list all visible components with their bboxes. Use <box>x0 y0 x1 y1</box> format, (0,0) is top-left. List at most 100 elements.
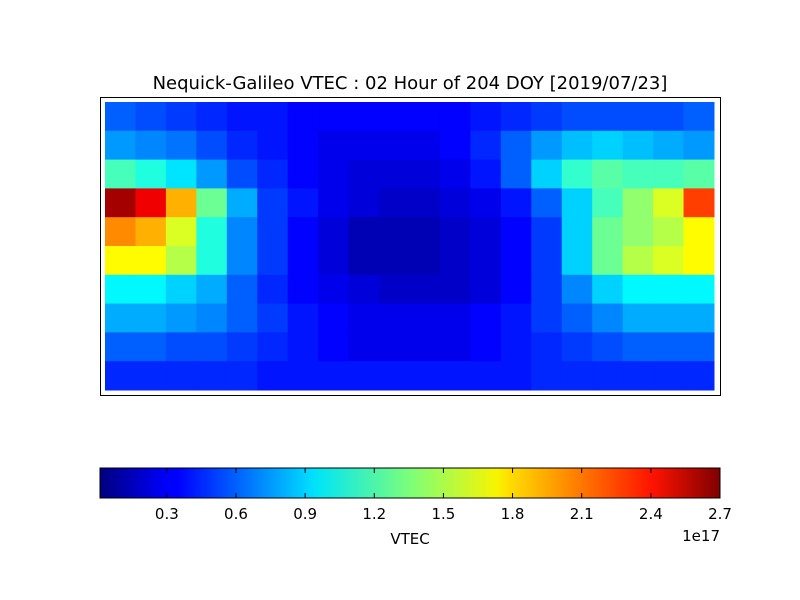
colorbar-offset: 1e17 <box>682 527 720 545</box>
heatmap-cell <box>348 217 380 247</box>
heatmap-cell <box>257 332 289 362</box>
heatmap-cell <box>500 102 532 132</box>
heatmap-cell <box>135 159 167 189</box>
heatmap-cell <box>379 361 410 391</box>
heatmap-cell <box>379 274 410 305</box>
heatmap-cell <box>135 361 167 391</box>
heatmap-cell <box>165 303 197 333</box>
heatmap-cell <box>196 274 228 305</box>
heatmap-cell <box>318 130 350 161</box>
colorbar-tick-label: 2.7 <box>708 505 732 523</box>
heatmap-cell <box>135 217 167 247</box>
heatmap-cell <box>409 159 441 189</box>
heatmap-cell <box>318 217 350 247</box>
heatmap-cell <box>409 102 441 132</box>
heatmap-cell <box>348 274 380 305</box>
heatmap-cell <box>196 159 228 189</box>
heatmap-cell <box>257 159 289 189</box>
heatmap-cell <box>409 332 441 362</box>
heatmap-cell <box>653 274 685 305</box>
heatmap-cell <box>409 130 441 161</box>
heatmap-cell <box>683 188 715 218</box>
heatmap-cell <box>561 246 593 276</box>
heatmap-cell <box>592 303 624 333</box>
heatmap-cell <box>409 246 441 276</box>
heatmap-cell <box>409 303 441 333</box>
heatmap-cell <box>653 102 685 132</box>
heatmap-cell <box>500 217 532 247</box>
heatmap-cell <box>226 159 258 189</box>
heatmap-cell <box>135 246 167 276</box>
heatmap-cell <box>653 303 685 333</box>
heatmap-cell <box>257 188 289 218</box>
heatmap-cell <box>379 217 410 247</box>
heatmap-cell <box>135 332 167 362</box>
heatmap-cell <box>531 332 563 362</box>
heatmap-cell <box>379 303 410 333</box>
heatmap-cell <box>439 102 471 132</box>
heatmap-cell <box>683 102 715 132</box>
heatmap-cell <box>592 188 624 218</box>
heatmap-cell <box>105 361 136 391</box>
heatmap-cell <box>592 361 624 391</box>
chart-title: Nequick-Galileo VTEC : 02 Hour of 204 DO… <box>153 73 668 94</box>
heatmap-cell <box>409 188 441 218</box>
heatmap-cell <box>287 274 319 305</box>
heatmap-cell <box>196 217 228 247</box>
heatmap-cell <box>500 159 532 189</box>
colorbar-label: VTEC <box>390 530 429 548</box>
heatmap-cell <box>653 159 685 189</box>
heatmap-cell <box>379 130 410 161</box>
heatmap-cell <box>561 303 593 333</box>
heatmap-cell <box>531 217 563 247</box>
heatmap-cell <box>196 303 228 333</box>
heatmap-cell <box>561 130 593 161</box>
heatmap-cell <box>318 361 350 391</box>
heatmap-cell <box>470 130 502 161</box>
heatmap-cell <box>531 130 563 161</box>
heatmap-cell <box>622 102 654 132</box>
heatmap-cell <box>196 102 228 132</box>
heatmap-cell <box>165 274 197 305</box>
heatmap-cell <box>622 188 654 218</box>
heatmap-cell <box>257 361 289 391</box>
heatmap-cell <box>348 246 380 276</box>
heatmap-cell <box>105 102 136 132</box>
heatmap-cell <box>196 246 228 276</box>
colorbar-ticks: 0.3 0.6 0.9 1.2 1.5 1.8 2.1 2.4 2.7 <box>155 468 732 523</box>
heatmap-cell <box>287 303 319 333</box>
heatmap-cell <box>165 102 197 132</box>
heatmap-cell <box>653 130 685 161</box>
heatmap-cell <box>561 102 593 132</box>
heatmap-cell <box>287 246 319 276</box>
heatmap-cell <box>226 130 258 161</box>
heatmap-cell <box>318 246 350 276</box>
heatmap-cell <box>592 159 624 189</box>
heatmap-cell <box>622 130 654 161</box>
heatmap-cell <box>470 217 502 247</box>
heatmap-cell <box>226 188 258 218</box>
heatmap-cell <box>257 246 289 276</box>
heatmap-cell <box>135 130 167 161</box>
heatmap-cell <box>318 102 350 132</box>
heatmap-cell <box>439 217 471 247</box>
heatmap-cell <box>348 130 380 161</box>
heatmap-cell <box>287 332 319 362</box>
heatmap-cell <box>135 303 167 333</box>
heatmap-cell <box>105 130 136 161</box>
colorbar-tick-label: 0.3 <box>155 505 179 523</box>
heatmap-cell <box>531 246 563 276</box>
heatmap-cell <box>105 274 136 305</box>
heatmap-cell <box>622 361 654 391</box>
heatmap-cell <box>531 274 563 305</box>
heatmap-cell <box>287 102 319 132</box>
heatmap-cell <box>135 188 167 218</box>
heatmap-cell <box>196 188 228 218</box>
colorbar-tick-label: 2.4 <box>639 505 663 523</box>
heatmap-cell <box>622 303 654 333</box>
heatmap-cell <box>165 246 197 276</box>
heatmap-cell <box>318 332 350 362</box>
heatmap-cell <box>105 159 136 189</box>
heatmap-cell <box>196 130 228 161</box>
